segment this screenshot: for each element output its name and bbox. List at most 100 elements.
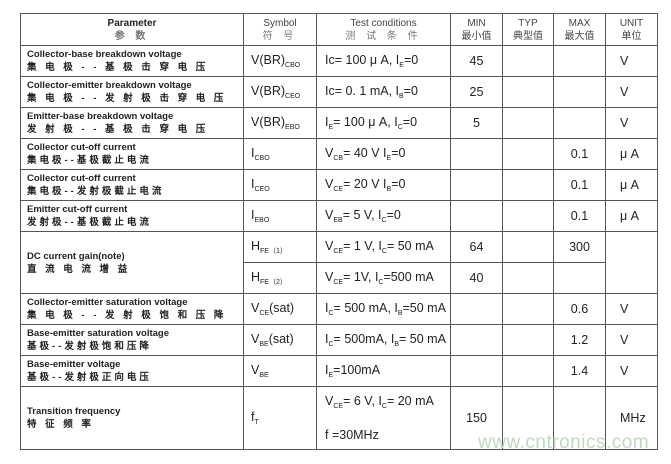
symbol-cell: HFE（2） — [243, 262, 317, 294]
table-row: Collector-base breakdown voltage 集 电 极 - … — [20, 45, 658, 77]
condition-text: =0 — [403, 84, 418, 98]
parameter-zh: 基极--发射极饱和压降 — [27, 341, 152, 352]
typ-value — [502, 262, 554, 294]
condition-text: = 20 V I — [343, 177, 387, 191]
condition-subscript: CE — [333, 403, 344, 410]
header-parameter-zh: 参 数 — [114, 30, 150, 42]
symbol-subscript: CEO — [254, 186, 270, 193]
symbol-text: I — [251, 146, 255, 160]
symbol-cell: ICEO — [243, 169, 317, 201]
unit-cell: μ A — [605, 200, 658, 232]
header-unit-en: UNIT — [619, 17, 644, 29]
parameter-en: Collector-emitter saturation voltage — [27, 297, 188, 308]
symbol-text: (sat) — [268, 332, 294, 346]
conditions-cell: Ic= 0. 1 mA, IB=0 — [316, 76, 451, 108]
conditions-cell: VCE= 6 V, IC= 20 mA f =30MHz — [316, 386, 451, 450]
conditions-cell: Ic= 100 μ A, IE=0 — [316, 45, 451, 77]
typ-value — [502, 76, 554, 108]
header-min-en: MIN — [467, 17, 486, 29]
max-value: 0.1 — [553, 169, 606, 201]
table-row: DC current gain(note) 直 流 电 流 增 益 HFE（1） VC… — [20, 231, 658, 294]
condition-text: = 6 V, I — [343, 394, 382, 408]
condition-text: =0 — [403, 53, 419, 67]
parameter-en: Base-emitter voltage — [27, 359, 121, 370]
condition-subscript: C — [381, 217, 387, 224]
conditions-cell: VEB= 5 V, IC=0 — [316, 200, 451, 232]
symbol-cell: V(BR)EBO — [243, 107, 317, 139]
unit-cell: V — [605, 45, 658, 77]
condition-subscript: C — [397, 124, 403, 131]
symbol-cell: VCE(sat) — [243, 293, 317, 325]
condition-subscript: B — [394, 341, 400, 348]
header-typ-en: TYP — [518, 17, 538, 29]
symbol-cell: IEBO — [243, 200, 317, 232]
condition-text: = 40 V I — [343, 146, 387, 160]
parameter-en: DC current gain(note) — [27, 250, 125, 262]
parameter-en: Collector-base breakdown voltage — [27, 49, 182, 60]
condition-text: =0 — [391, 146, 406, 160]
conditions-line: VCE= 6 V, IC= 20 mA — [325, 387, 450, 421]
condition-text: = 500 mA, I — [333, 301, 398, 315]
symbol-text: I — [251, 177, 255, 191]
condition-subscript: CE — [333, 279, 344, 286]
parameter-zh: 发 射 极 - - 基 极 击 穿 电 压 — [27, 124, 209, 135]
parameter-en: Transition frequency — [27, 406, 121, 417]
min-value: 25 — [450, 76, 503, 108]
symbol-text: H — [251, 269, 261, 284]
typ-value — [502, 324, 554, 356]
conditions-cell: IC= 500 mA, IB=50 mA — [316, 293, 451, 325]
min-value: 40 — [450, 262, 503, 294]
unit-cell — [605, 231, 658, 294]
min-value: 64 — [450, 231, 503, 263]
parameter-zh: 直 流 电 流 增 益 — [27, 263, 131, 275]
symbol-cell: HFE（1） — [243, 231, 317, 263]
symbol-text: I — [251, 208, 255, 222]
condition-text: = 50 mA — [399, 332, 446, 346]
condition-text: I — [325, 363, 329, 377]
parameter-en: Collector cut-off current — [27, 142, 136, 153]
header-symbol-zh: 符 号 — [262, 30, 298, 42]
condition-text: = 100 μ A, I — [333, 115, 398, 129]
condition-subscript: CE — [333, 248, 344, 255]
conditions-cell: IE= 100 μ A, IC=0 — [316, 107, 451, 139]
parameter-zh: 集 电 极 - - 发 射 极 击 穿 电 压 — [27, 93, 227, 104]
parameter-en: Base-emitter saturation voltage — [27, 328, 170, 339]
table-row: Base-emitter voltage 基极--发射极正向电压 VBE IE=100… — [20, 355, 658, 387]
header-max: MAX 最大值 — [553, 13, 606, 46]
header-conditions: Test conditions 测 试 条 件 — [316, 13, 451, 46]
max-value: 0.1 — [553, 138, 606, 170]
max-value: 0.6 — [553, 293, 606, 325]
header-max-en: MAX — [568, 17, 591, 29]
min-value: 45 — [450, 45, 503, 77]
unit-cell: V — [605, 76, 658, 108]
condition-text: = 50 mA — [386, 239, 434, 253]
parameter-zh: 特 征 频 率 — [27, 419, 94, 430]
symbol-cell: VBE — [243, 355, 317, 387]
condition-text: V — [325, 239, 334, 253]
unit-cell: V — [605, 355, 658, 387]
min-value: 5 — [450, 107, 503, 139]
table-row: Emitter cut-off current 发射极--基极截止电流 IEBO VE… — [20, 200, 658, 232]
symbol-text: f — [251, 410, 255, 424]
parameter-cell: Collector-base breakdown voltage 集 电 极 - … — [20, 45, 244, 77]
table-row: Transition frequency 特 征 频 率 fT VCE= 6 V, I… — [20, 386, 658, 450]
condition-subscript: E — [386, 155, 392, 162]
condition-text: V — [325, 208, 334, 222]
parameter-cell: Base-emitter saturation voltage 基极--发射极饱和… — [20, 324, 244, 356]
conditions-cell: VCB= 40 V IE=0 — [316, 138, 451, 170]
condition-text: = 5 V, I — [342, 208, 382, 222]
condition-text: I — [325, 301, 329, 315]
parameter-zh: 集电极--基极截止电流 — [27, 155, 152, 166]
header-unit: UNIT 单位 — [605, 13, 658, 46]
symbol-text: V — [251, 363, 260, 377]
condition-subscript: CE — [333, 186, 344, 193]
max-value: 1.4 — [553, 355, 606, 387]
condition-text: I — [325, 332, 329, 346]
symbol-subscript: CE — [259, 310, 270, 317]
header-parameter-en: Parameter — [107, 17, 157, 29]
min-value — [450, 169, 503, 201]
condition-text: = 500mA, I — [333, 332, 395, 346]
typ-value — [502, 45, 554, 77]
parameter-cell: Base-emitter voltage 基极--发射极正向电压 — [20, 355, 244, 387]
condition-text: = 1V, I — [343, 270, 379, 284]
